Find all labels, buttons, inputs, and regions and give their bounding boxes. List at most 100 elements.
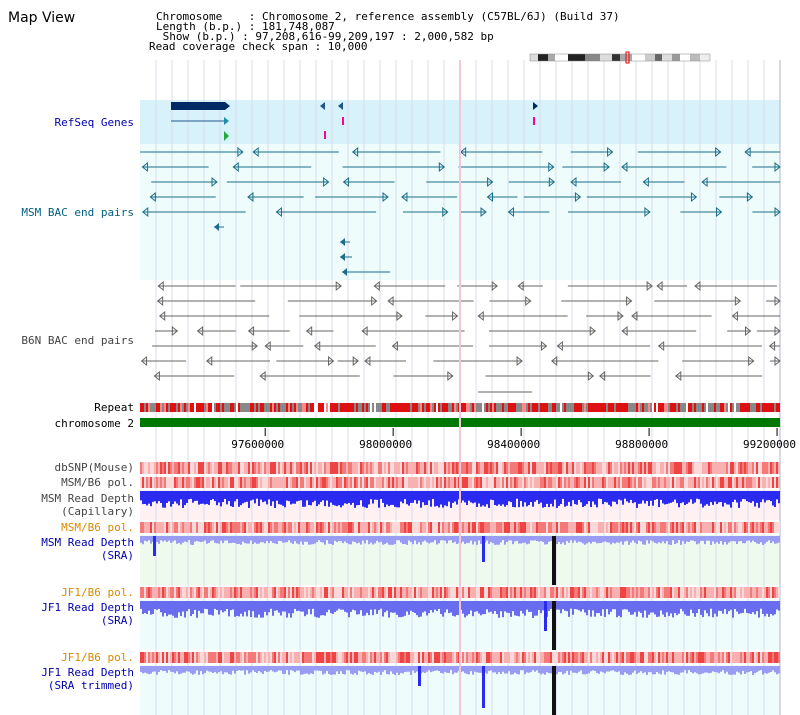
msm-depth-sra-bar xyxy=(336,536,338,543)
msm-b6-pol-2-cell xyxy=(510,522,512,533)
track-label-dbsnp[interactable]: dbSNP(Mouse) xyxy=(54,461,134,474)
dbsnp-cell xyxy=(600,462,602,474)
jf1-depth-trim-bar xyxy=(268,666,270,672)
jf1-b6-pol-2-cell xyxy=(350,652,352,663)
jf1-depth-trim-bar xyxy=(644,666,646,673)
jf1-depth-trim-bar xyxy=(334,666,336,675)
jf1-depth-sra-bar xyxy=(292,601,294,614)
jf1-depth-trim-bar xyxy=(764,666,766,674)
msm-b6-pol-2-cell xyxy=(650,522,652,533)
dbsnp-cell xyxy=(440,462,442,474)
jf1-b6-pol-cell xyxy=(668,587,670,598)
track-label-jf1-depth-trim[interactable]: JF1 Read Depth xyxy=(41,666,134,679)
msm-depth-sra-bar xyxy=(396,536,398,541)
jf1-b6-pol-2-cell xyxy=(178,652,180,663)
jf1-depth-sra-bar xyxy=(204,601,206,609)
jf1-depth-trim-bar xyxy=(768,666,770,673)
msm-b6-pol-2-cell xyxy=(198,522,200,533)
jf1-b6-pol-cell xyxy=(694,587,696,598)
repeat-cell xyxy=(394,403,396,412)
track-label-msm-b6-pol-2[interactable]: MSM/B6 pol. xyxy=(61,521,134,534)
msm-depth-cap-bar xyxy=(702,491,704,508)
track-label-jf1-b6-pol-2[interactable]: JF1/B6 pol. xyxy=(61,651,134,664)
repeat-cell xyxy=(160,403,162,412)
jf1-b6-pol-cell xyxy=(314,587,316,598)
msm-b6-pol-cell xyxy=(594,477,596,488)
repeat-cell xyxy=(668,403,670,412)
msm-b6-pol-cell xyxy=(202,477,204,488)
b6n-bac-end xyxy=(264,340,271,352)
msm-b6-pol-2-cell xyxy=(294,522,296,533)
dbsnp-cell xyxy=(744,462,746,474)
msm-depth-cap-bar xyxy=(740,491,742,502)
dbsnp-cell xyxy=(418,462,420,474)
jf1-depth-trim-bar xyxy=(234,666,236,674)
msm-depth-cap-bar xyxy=(280,491,282,505)
msm-b6-pol-2-cell xyxy=(424,522,426,533)
jf1-depth-sra-bar xyxy=(156,601,158,610)
track-label-refseq[interactable]: RefSeq Genes xyxy=(54,116,134,129)
jf1-b6-pol-2-cell xyxy=(316,652,318,663)
msm-depth-sra-bar xyxy=(368,536,370,545)
jf1-b6-pol-2-cell xyxy=(630,652,632,663)
jf1-b6-pol-cell xyxy=(616,587,618,598)
jf1-b6-pol-2-cell xyxy=(468,652,470,663)
jf1-depth-trim-bar xyxy=(486,666,488,674)
msm-depth-sra-bar xyxy=(432,536,434,543)
jf1-depth-sra-bar xyxy=(598,601,600,614)
jf1-b6-pol-cell xyxy=(598,587,600,598)
track-label-msm-depth-sra[interactable]: MSM Read Depth xyxy=(41,536,134,549)
track-label-jf1-b6-pol[interactable]: JF1/B6 pol. xyxy=(61,586,134,599)
track-label-jf1-depth-trim-sub: (SRA trimmed) xyxy=(47,679,134,692)
msm-b6-pol-2-cell xyxy=(662,522,664,533)
jf1-depth-trim-bar xyxy=(582,666,584,675)
jf1-b6-pol-2-cell xyxy=(712,652,714,663)
msm-b6-pol-cell xyxy=(326,477,328,488)
msm-depth-cap-bar xyxy=(350,491,352,505)
msm-b6-pol-2-cell xyxy=(172,522,174,533)
jf1-depth-trim-bar xyxy=(778,666,780,674)
jf1-b6-pol-cell xyxy=(702,587,704,598)
jf1-b6-pol-2-cell xyxy=(328,652,330,663)
msm-b6-pol-2-cell xyxy=(706,522,708,533)
msm-depth-cap-bar xyxy=(234,491,236,502)
track-label-msm-depth-cap[interactable]: MSM Read Depth xyxy=(41,492,134,505)
msm-depth-sra-bar xyxy=(702,536,704,541)
repeat-cell xyxy=(502,403,504,412)
repeat-cell xyxy=(756,403,758,412)
track-label-jf1-depth-sra[interactable]: JF1 Read Depth xyxy=(41,601,134,614)
msm-bac-end xyxy=(149,191,156,203)
jf1-depth-trim-bar xyxy=(400,666,402,673)
jf1-b6-pol-2-cell xyxy=(626,652,628,663)
chromosome-info: Chromosome : Chromosome 2, reference ass… xyxy=(156,10,620,23)
track-label-msm-b6-pol[interactable]: MSM/B6 pol. xyxy=(61,476,134,489)
jf1-depth-sra-bar xyxy=(300,601,302,612)
msm-b6-pol-2-cell xyxy=(286,522,288,533)
msm-depth-cap-bar xyxy=(450,491,452,508)
jf1-depth-sra-bar xyxy=(224,601,226,612)
jf1-b6-pol-cell xyxy=(566,587,568,598)
jf1-depth-sra-bar xyxy=(336,601,338,611)
jf1-b6-pol-cell xyxy=(330,587,332,598)
jf1-b6-pol-cell xyxy=(414,587,416,598)
jf1-b6-pol-cell xyxy=(700,587,702,598)
track-label-b6n-bac[interactable]: B6N BAC end pairs xyxy=(21,334,134,347)
msm-b6-pol-cell xyxy=(666,477,668,488)
jf1-b6-pol-2-cell xyxy=(534,652,536,663)
jf1-b6-pol-2-cell xyxy=(306,652,308,663)
jf1-b6-pol-cell xyxy=(706,587,708,598)
jf1-b6-pol-2-cell xyxy=(266,652,268,663)
msm-depth-cap-bar xyxy=(724,491,726,503)
jf1-b6-pol-cell xyxy=(776,587,778,598)
jf1-depth-sra-bar xyxy=(594,601,596,617)
track-label-msm-bac[interactable]: MSM BAC end pairs xyxy=(21,206,134,219)
repeat-cell xyxy=(378,403,380,412)
ideogram-band xyxy=(585,54,600,61)
jf1-b6-pol-2-cell xyxy=(244,652,246,663)
jf1-b6-pol-2-cell xyxy=(420,652,422,663)
msm-b6-pol-2-cell xyxy=(192,522,194,533)
jf1-b6-pol-cell xyxy=(166,587,168,598)
msm-b6-pol-2-cell xyxy=(498,522,500,533)
msm-depth-cap-bar xyxy=(648,491,650,506)
